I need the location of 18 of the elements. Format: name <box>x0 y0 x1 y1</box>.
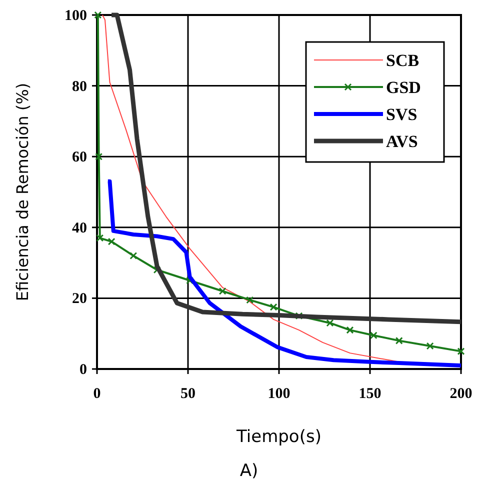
y-tick-label: 60 <box>72 150 87 166</box>
y-tick-label: 100 <box>64 8 87 24</box>
y-tick-label: 20 <box>72 291 87 308</box>
legend-label: SCB <box>386 51 420 70</box>
x-tick-label: 50 <box>180 386 196 402</box>
legend-label: SVS <box>386 105 418 124</box>
legend-label: GSD <box>386 78 421 97</box>
y-tick-label: 0 <box>80 362 87 378</box>
text: A) <box>240 461 258 481</box>
y-tick-label: 40 <box>72 220 87 236</box>
x-tick-label: 200 <box>450 386 472 402</box>
x-tick-label: 0 <box>93 386 101 402</box>
legend-label: AVS <box>386 132 418 151</box>
x-tick-label: 150 <box>358 386 382 402</box>
y-tick-label: 80 <box>72 78 87 95</box>
x-axis-title: Tiempo(s) <box>236 427 322 447</box>
x-tick-label: 100 <box>268 386 290 402</box>
y-axis-title: Eficiencia de Remoción (%) <box>13 82 32 302</box>
